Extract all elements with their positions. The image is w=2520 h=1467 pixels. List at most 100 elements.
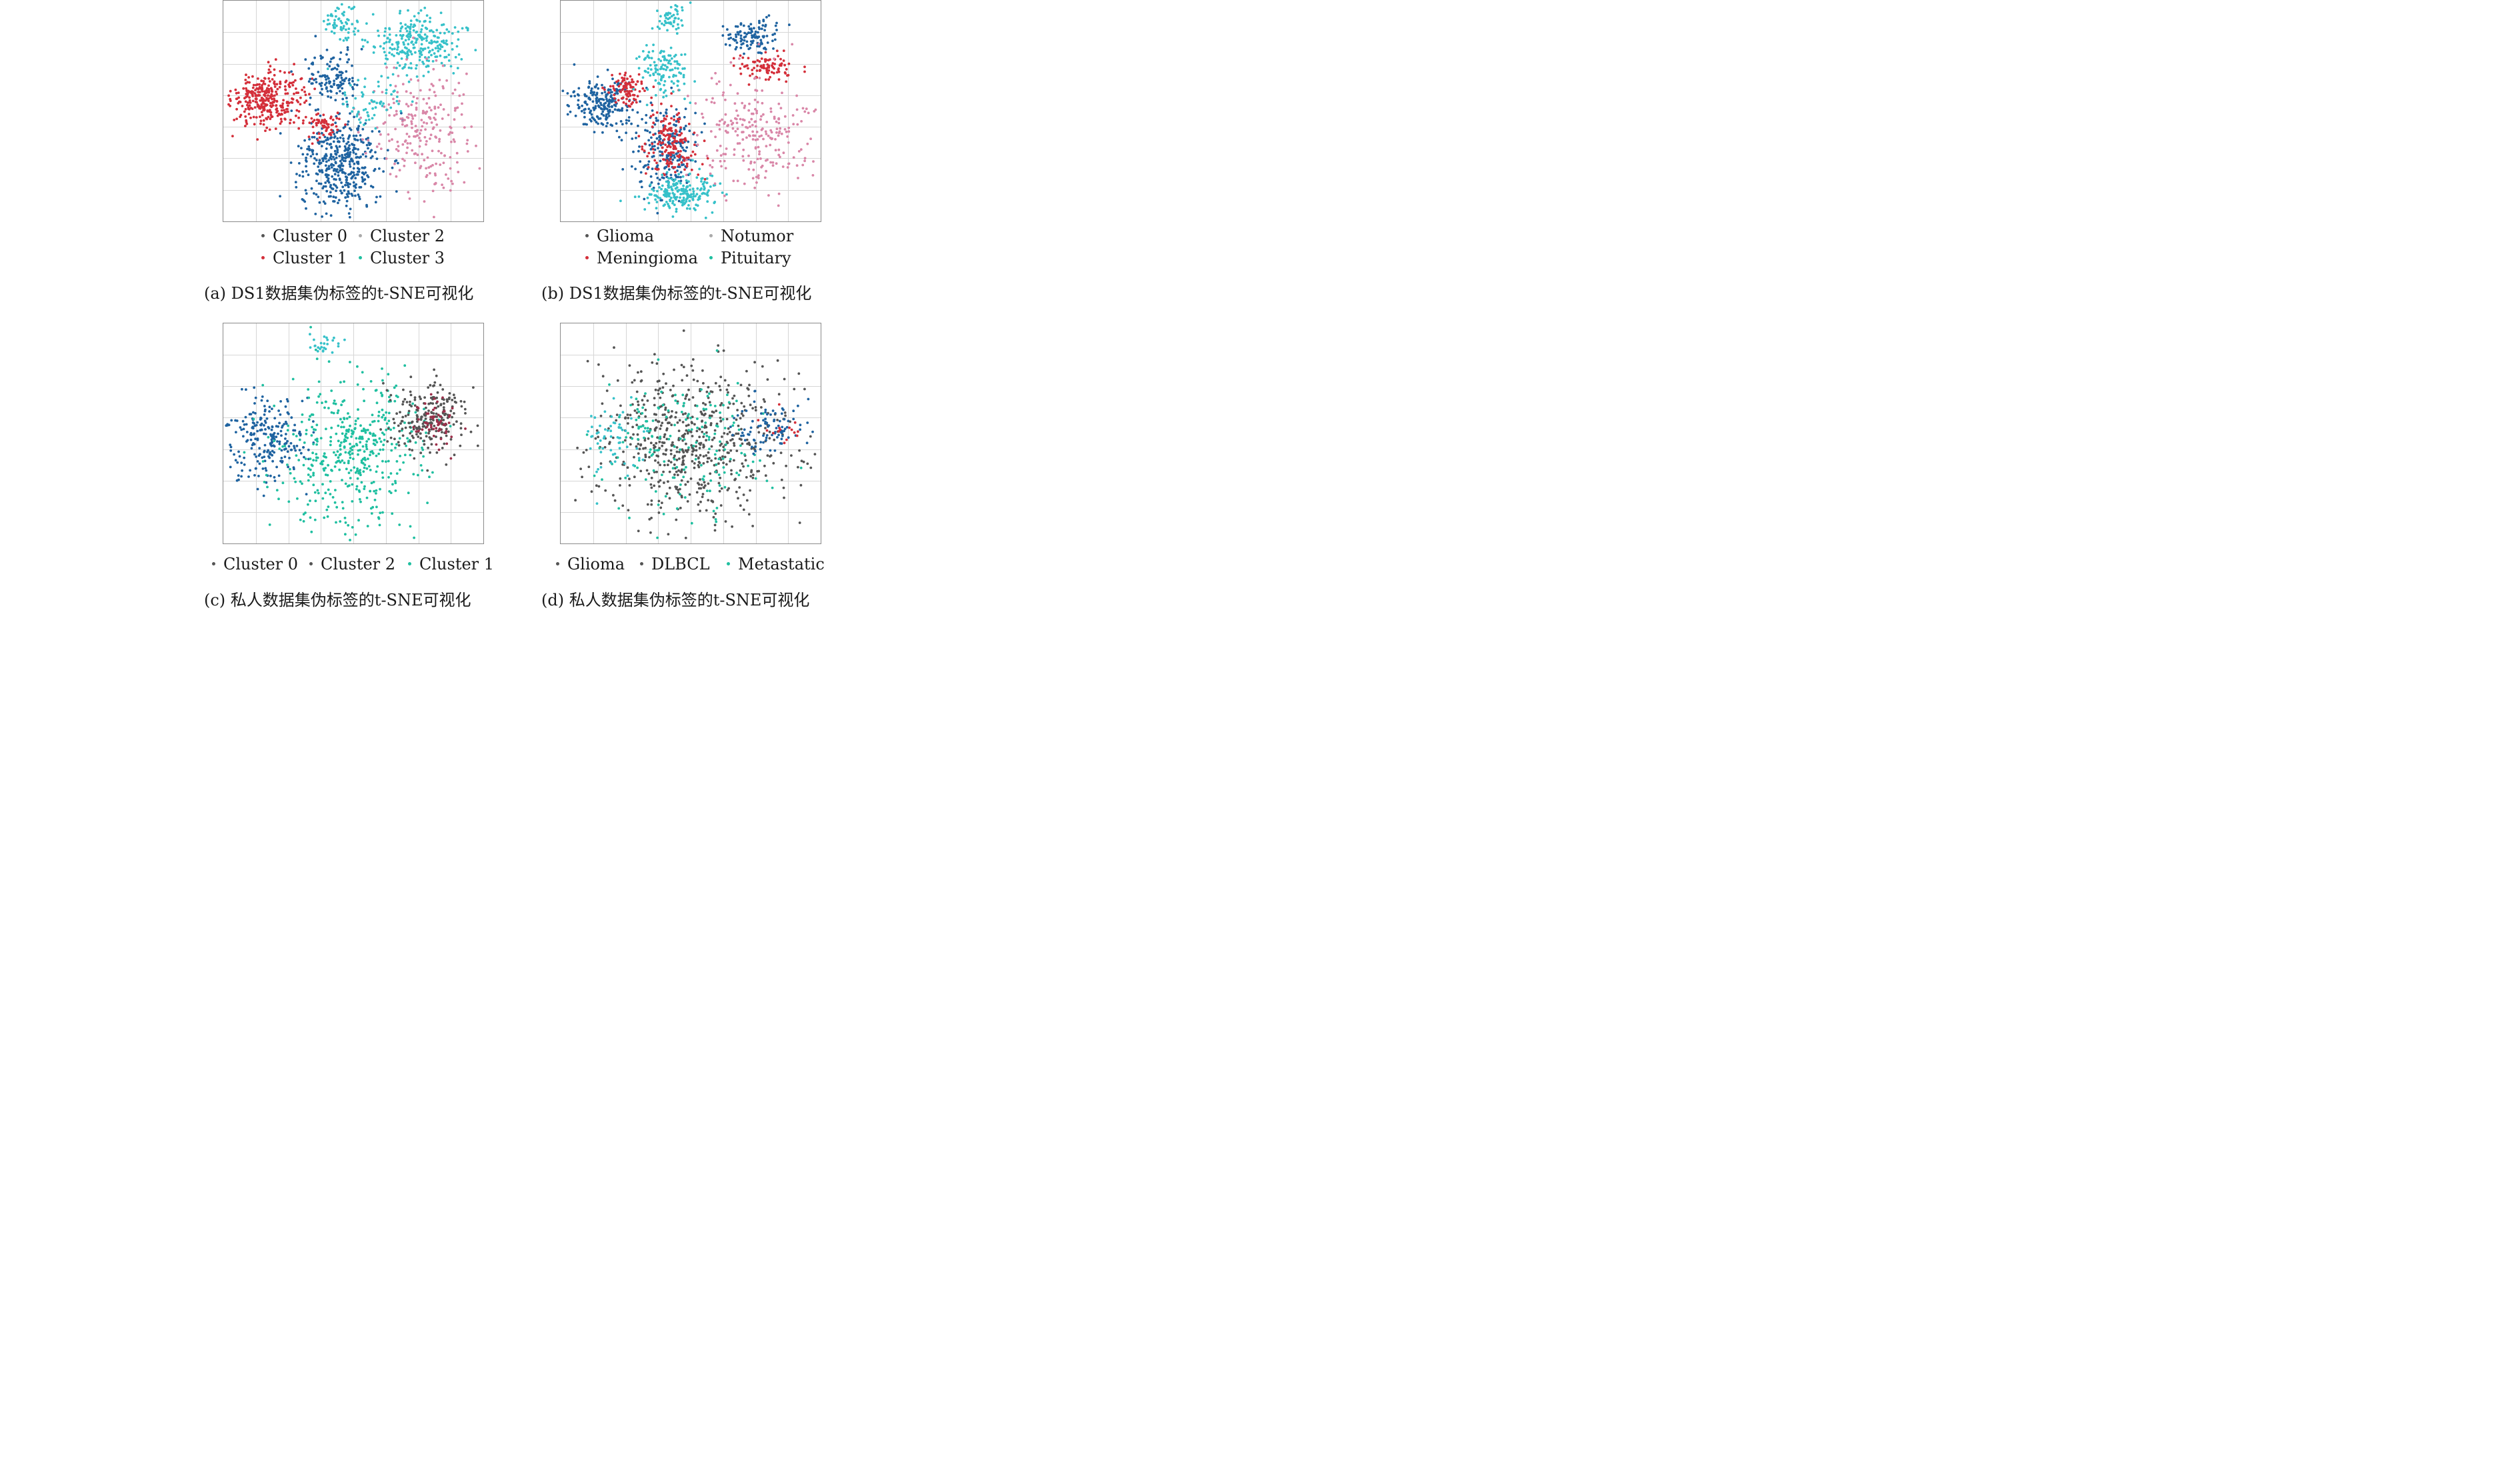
scatter-point (377, 29, 379, 32)
scatter-point (427, 46, 430, 49)
scatter-point (637, 73, 641, 76)
scatter-point (657, 358, 660, 361)
scatter-point (685, 442, 687, 445)
scatter-point (433, 34, 435, 37)
scatter-point (277, 474, 281, 477)
scatter-point (669, 153, 672, 157)
scatter-point (304, 93, 307, 97)
scatter-point (305, 432, 308, 435)
scatter-point (673, 203, 676, 207)
scatter-point (341, 79, 344, 82)
scatter-point (352, 151, 355, 154)
scatter-point (677, 111, 681, 115)
legend-b: Glioma Notumor Meningioma Pituitary (585, 225, 805, 272)
scatter-point (393, 399, 397, 403)
scatter-point (692, 444, 695, 447)
scatter-point (344, 533, 347, 536)
scatter-point (663, 64, 667, 67)
scatter-point (574, 499, 577, 502)
scatter-point (403, 46, 407, 49)
scatter-point (257, 454, 261, 457)
scatter-point (414, 161, 417, 165)
scatter-point (617, 108, 620, 111)
scatter-point (251, 95, 254, 97)
scatter-point (598, 447, 601, 449)
scatter-point (669, 122, 671, 125)
scatter-point (659, 51, 663, 53)
scatter-point (407, 80, 411, 83)
scatter-point (288, 457, 291, 459)
scatter-point (441, 431, 443, 433)
scatter-point (633, 455, 635, 459)
scatter-point (392, 427, 395, 429)
scatter-point (330, 145, 333, 149)
scatter-point (656, 9, 659, 13)
scatter-point (343, 438, 346, 441)
scatter-point (319, 55, 322, 57)
scatter-point (243, 110, 246, 113)
scatter-point (722, 153, 725, 155)
scatter-point (632, 81, 635, 83)
scatter-point (269, 104, 272, 107)
scatter-point (767, 14, 771, 17)
scatter-point (357, 125, 360, 128)
scatter-point (685, 156, 689, 159)
scatter-point (585, 449, 588, 451)
scatter-point (764, 51, 767, 54)
scatter-point (348, 82, 351, 85)
scatter-point (657, 389, 660, 392)
scatter-point (663, 138, 666, 141)
scatter-point (702, 443, 705, 446)
scatter-point (449, 125, 452, 129)
scatter-point (304, 58, 307, 61)
scatter-point (255, 423, 258, 427)
scatter-point (677, 491, 680, 494)
scatter-point (651, 453, 655, 455)
scatter-point (275, 90, 277, 93)
scatter-point (418, 33, 421, 37)
scatter-point (379, 45, 382, 48)
scatter-point (382, 413, 385, 417)
scatter-point (445, 79, 448, 82)
scatter-point (263, 459, 267, 463)
scatter-point (313, 135, 316, 139)
scatter-point (409, 142, 412, 145)
scatter-point (749, 426, 753, 429)
scatter-point (379, 195, 382, 198)
scatter-point (768, 437, 771, 440)
scatter-point (744, 459, 747, 462)
scatter-point (787, 419, 790, 423)
scatter-point (309, 155, 313, 158)
scatter-point (757, 45, 761, 48)
scatter-point (566, 92, 569, 95)
scatter-point (660, 131, 663, 135)
scatter-point (327, 177, 330, 180)
scatter-point (710, 101, 713, 104)
scatter-point (637, 67, 641, 70)
scatter-point (614, 105, 617, 107)
scatter-point (333, 79, 335, 83)
scatter-point (639, 469, 643, 473)
scatter-point (613, 97, 616, 100)
scatter-point (685, 185, 688, 189)
scatter-point (415, 67, 417, 70)
scatter-point (606, 121, 609, 125)
scatter-point (307, 473, 310, 476)
scatter-point (267, 71, 270, 75)
scatter-point (785, 68, 788, 71)
scatter-point (352, 171, 355, 174)
scatter-point (417, 418, 420, 421)
scatter-point (269, 451, 271, 454)
scatter-point (258, 447, 261, 450)
scatter-point (445, 463, 448, 466)
scatter-point (279, 82, 281, 85)
scatter-point (675, 207, 678, 211)
scatter-point (437, 413, 440, 417)
scatter-point (375, 454, 378, 457)
scatter-point (651, 125, 654, 129)
scatter-point (328, 80, 331, 83)
scatter-point (712, 509, 715, 513)
scatter-point (734, 39, 737, 42)
scatter-point (433, 406, 437, 409)
scatter-point (381, 431, 384, 434)
